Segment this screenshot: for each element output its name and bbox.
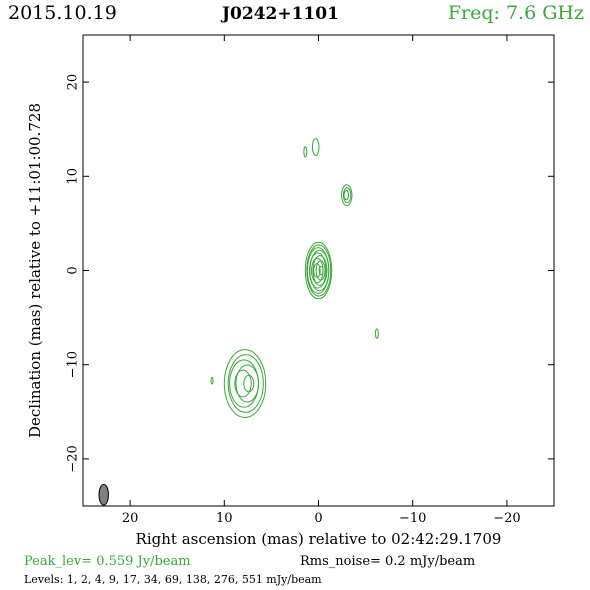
contour-levels-label: Levels: 1, 2, 4, 9, 17, 34, 69, 138, 276… [24,573,322,586]
x-tick-label: 10 [216,511,233,526]
x-tick-label: −10 [399,511,426,526]
x-tick-label: 20 [122,511,139,526]
contour-sw-knot [227,354,264,413]
x-tick-label: −20 [493,511,520,526]
source-name: J0242+1101 [222,4,339,24]
contour-core [315,260,326,281]
y-tick-label: −10 [66,351,81,378]
y-tick-label: 0 [66,266,81,274]
contour-core [308,252,327,289]
contour-layer [210,138,379,418]
contour-sw-knot [235,364,260,403]
contour-core [304,241,333,300]
peak-level-label: Peak_lev= 0.559 Jy/beam [24,554,191,569]
contour-ne-knot [341,184,353,207]
contour-n-blob-a [311,138,320,157]
contour-ne-knot [343,190,350,201]
x-tick-label: 0 [314,511,322,526]
observation-date: 2015.10.19 [8,2,117,24]
contour-e-blob [374,328,379,339]
y-tick-label: 20 [66,74,81,91]
contour-n-blob-b [303,146,308,158]
y-tick-label: 10 [66,168,81,185]
tick-layer: 20 10 0 −10 −20 −20 −10 0 10 20 [66,35,554,526]
contour-core [312,255,328,286]
frequency-label: Freq: 7.6 GHz [447,2,584,24]
beam-layer [98,483,109,506]
contour-w-blob [210,376,214,385]
x-axis-label: Right ascension (mas) relative to 02:42:… [136,530,502,548]
contour-ne-knot [342,187,352,204]
contour-core [306,244,332,297]
rms-noise-label: Rms_noise= 0.2 mJy/beam [300,554,476,569]
contour-core [313,263,321,278]
contour-sw-knot [223,349,267,418]
beam-ellipse [98,483,109,506]
contour-sw-knot [234,369,252,398]
plot-frame [82,34,555,507]
contour-core [318,265,324,276]
y-tick-label: −20 [66,445,81,472]
contour-sw-knot [243,374,255,393]
y-axis-label: Declination (mas) relative to +11:01:00.… [26,103,44,438]
